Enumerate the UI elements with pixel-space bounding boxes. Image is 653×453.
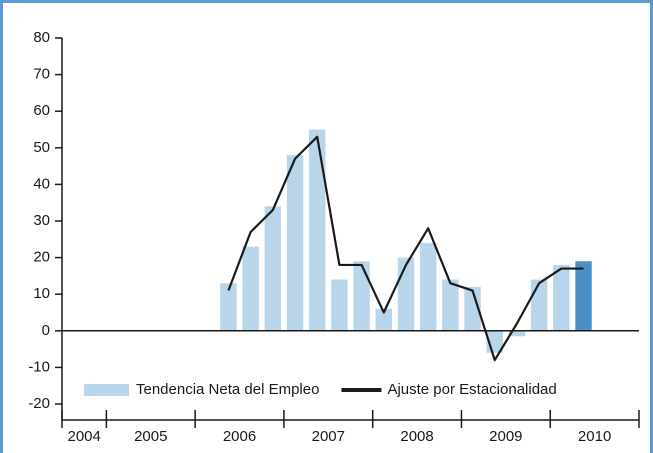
y-tick-label: 70	[33, 66, 50, 83]
bar	[242, 246, 259, 331]
x-tick-label: 2007	[312, 428, 345, 445]
x-tick-label: 2010	[578, 428, 611, 445]
y-tick-label: 40	[33, 175, 50, 192]
bar	[220, 283, 237, 331]
y-tick-label: 0	[42, 322, 50, 339]
x-tick-label: 2008	[400, 428, 433, 445]
bar	[553, 264, 570, 331]
bar	[375, 308, 392, 331]
bar	[508, 330, 526, 337]
legend-label: Tendencia Neta del Empleo	[136, 381, 319, 398]
bar	[464, 286, 481, 331]
y-tick-label: 30	[33, 212, 50, 229]
bar	[419, 242, 437, 331]
bar	[575, 261, 592, 331]
y-tick-label: -10	[28, 358, 50, 375]
bar	[309, 129, 326, 331]
x-tick-label: 2009	[489, 428, 522, 445]
bar	[286, 155, 304, 331]
line	[227, 135, 584, 362]
x-tick-label: 2006	[223, 428, 256, 445]
y-tick-label: 60	[33, 102, 50, 119]
legend-swatch	[84, 384, 129, 396]
bar	[264, 206, 282, 331]
y-tick-label: 20	[33, 249, 50, 266]
bar	[331, 279, 348, 331]
y-tick-label: 80	[33, 29, 50, 46]
x-tick-label: 2004	[68, 428, 101, 445]
bar	[397, 257, 415, 331]
bar	[530, 279, 548, 331]
bar	[442, 279, 459, 331]
y-tick-label: 50	[33, 139, 50, 156]
y-tick-label: -20	[28, 395, 50, 412]
legend-label: Ajuste por Estacionalidad	[387, 381, 556, 398]
y-tick-label: 10	[33, 285, 50, 302]
bar	[353, 261, 370, 331]
x-tick-label: 2005	[134, 428, 167, 445]
